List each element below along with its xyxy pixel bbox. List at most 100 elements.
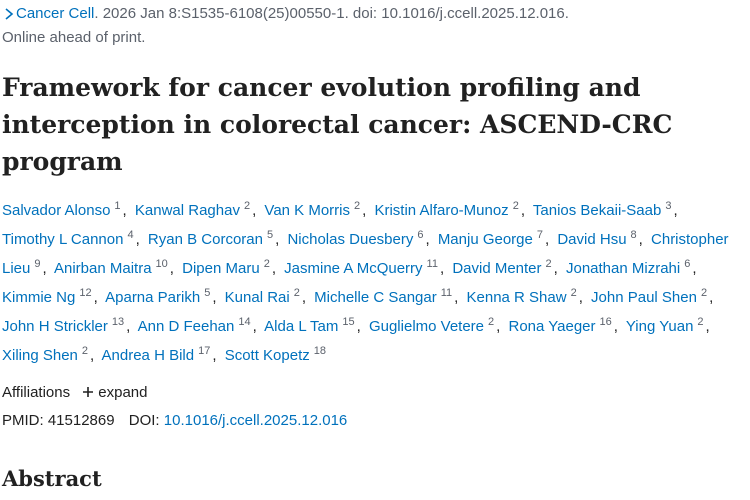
author: Kunal Rai 2 xyxy=(224,287,310,306)
author-name[interactable]: Manju George xyxy=(437,231,533,248)
publication-status: Online ahead of print. xyxy=(2,29,146,46)
author-name[interactable]: Van K Morris xyxy=(264,202,350,219)
author-name[interactable]: David Hsu xyxy=(557,231,627,248)
author: Kristin Alfaro-Munoz 2 xyxy=(374,200,529,219)
citation-details: . 2026 Jan 8:S1535-6108(25)00550-1. doi:… xyxy=(94,5,569,22)
author: John Paul Shen 2 xyxy=(591,287,717,306)
affiliation-number: 2 xyxy=(488,316,495,328)
author: Alda L Tam 15 xyxy=(264,316,365,335)
author: Jonathan Mizrahi 6 xyxy=(565,258,701,277)
chevron-icon xyxy=(5,8,14,20)
affiliation-number: 14 xyxy=(238,316,251,328)
affiliation-number: 10 xyxy=(155,258,168,270)
author-name[interactable]: Alda L Tam xyxy=(264,318,339,335)
doi-label: DOI: xyxy=(128,412,160,429)
article-title: Framework for cancer evolution profiling… xyxy=(2,73,673,176)
author-name[interactable]: David Menter xyxy=(452,260,542,277)
author: Kenna R Shaw 2 xyxy=(466,287,587,306)
author-name[interactable]: Andrea H Bild xyxy=(101,347,195,364)
affiliation-number: 5 xyxy=(266,229,274,241)
author-name[interactable]: Jasmine A McQuerry xyxy=(284,260,423,277)
author-name[interactable]: John Paul Shen xyxy=(591,289,697,306)
author: Rona Yaeger 16 xyxy=(508,316,622,335)
author-name[interactable]: Ann D Feehan xyxy=(137,318,235,335)
author-name[interactable]: Christopher Lieu xyxy=(2,231,729,277)
author: Nicholas Duesbery 6 xyxy=(287,229,433,248)
author: Timothy L Cannon 4 xyxy=(2,229,144,248)
author: Xiling Shen 2 xyxy=(2,345,98,364)
author-name[interactable]: Kenna R Shaw xyxy=(466,289,567,306)
author: Kimmie Ng 12 xyxy=(2,287,102,306)
pmid-label: PMID: xyxy=(2,412,44,429)
author: Scott Kopetz 18 xyxy=(224,345,328,364)
pmid-value: 41512869 xyxy=(47,412,115,429)
affiliation-number: 5 xyxy=(204,287,211,299)
affiliation-number: 2 xyxy=(570,287,577,299)
author-name[interactable]: Dipen Maru xyxy=(182,260,260,277)
expand-label[interactable]: expand xyxy=(98,384,148,401)
author-name[interactable]: Aparna Parikh xyxy=(105,289,201,306)
author: Manju George 7 xyxy=(437,229,553,248)
affiliation-number: 2 xyxy=(697,316,704,328)
author-name[interactable]: Ryan B Corcoran xyxy=(147,231,263,248)
affiliation-number: 3 xyxy=(665,200,672,212)
author: Guglielmo Vetere 2 xyxy=(368,316,504,335)
expand-button[interactable]: expand xyxy=(82,384,147,401)
affiliation-number: 11 xyxy=(426,258,438,270)
author-name[interactable]: Rona Yaeger xyxy=(508,318,596,335)
author-name[interactable]: Ying Yuan xyxy=(625,318,694,335)
affiliation-number: 7 xyxy=(536,229,543,241)
author-name[interactable]: Scott Kopetz xyxy=(224,347,310,364)
author: Dipen Maru 2 xyxy=(182,258,280,277)
author: Michelle C Sangar 11 xyxy=(314,287,462,306)
affiliation-number: 6 xyxy=(684,258,691,270)
affiliation-number: 17 xyxy=(198,345,211,357)
author-name[interactable]: Timothy L Cannon xyxy=(2,231,124,248)
affiliation-number: 13 xyxy=(111,316,125,328)
affiliation-number: 2 xyxy=(263,258,270,270)
author: Jasmine A McQuerry 11 xyxy=(284,258,448,277)
affiliation-number: 6 xyxy=(417,229,424,241)
author-name[interactable]: Kanwal Raghav xyxy=(134,202,240,219)
author-name[interactable]: Michelle C Sangar xyxy=(314,289,437,306)
author: Kanwal Raghav 2 xyxy=(134,200,260,219)
author-name[interactable]: Tanios Bekaii-Saab xyxy=(532,202,662,219)
affiliation-number: 15 xyxy=(342,316,355,328)
author: Andrea H Bild 17 xyxy=(101,345,221,364)
affiliation-number: 1 xyxy=(114,200,121,212)
author-name[interactable]: Kimmie Ng xyxy=(2,289,76,306)
affiliation-number: 2 xyxy=(700,287,708,299)
author: Anirban Maitra 10 xyxy=(54,258,178,277)
author-name[interactable]: Kunal Rai xyxy=(224,289,290,306)
author-name[interactable]: Anirban Maitra xyxy=(54,260,152,277)
author-name[interactable]: Jonathan Mizrahi xyxy=(565,260,681,277)
author: David Menter 2 xyxy=(452,258,562,277)
author: Van K Morris 2 xyxy=(264,200,370,219)
author-name[interactable]: John H Strickler xyxy=(2,318,108,335)
journal-link[interactable]: Cancer Cell xyxy=(16,5,95,22)
affiliation-number: 2 xyxy=(512,200,519,212)
author-name[interactable]: Xiling Shen xyxy=(2,347,78,364)
author-name[interactable]: Nicholas Duesbery xyxy=(287,231,414,248)
author-name[interactable]: Guglielmo Vetere xyxy=(368,318,485,335)
affiliation-number: 9 xyxy=(34,258,41,270)
affiliation-number: 4 xyxy=(127,229,134,241)
abstract-heading: Abstract xyxy=(2,466,102,491)
author: David Hsu 8 xyxy=(557,229,647,248)
affiliations: Affiliations expand xyxy=(2,382,750,404)
identifiers: PMID: 41512869 DOI: 10.1016/j.ccell.2025… xyxy=(2,410,750,432)
affiliation-number: 12 xyxy=(79,287,92,299)
doi-link[interactable]: 10.1016/j.ccell.2025.12.016 xyxy=(163,412,348,429)
affiliation-number: 11 xyxy=(440,287,453,299)
author-name[interactable]: Salvador Alonso xyxy=(2,202,111,219)
affiliation-number: 2 xyxy=(354,200,361,212)
citation: Cancer Cell. 2026 Jan 8:S1535-6108(25)00… xyxy=(2,2,750,50)
author-name[interactable]: Kristin Alfaro-Munoz xyxy=(374,202,509,219)
affiliation-number: 18 xyxy=(313,345,326,357)
author: Ying Yuan 2 xyxy=(625,316,714,335)
affiliation-number: 2 xyxy=(545,258,552,270)
author: John H Strickler 13 xyxy=(2,316,134,335)
affiliations-label: Affiliations xyxy=(2,384,71,401)
